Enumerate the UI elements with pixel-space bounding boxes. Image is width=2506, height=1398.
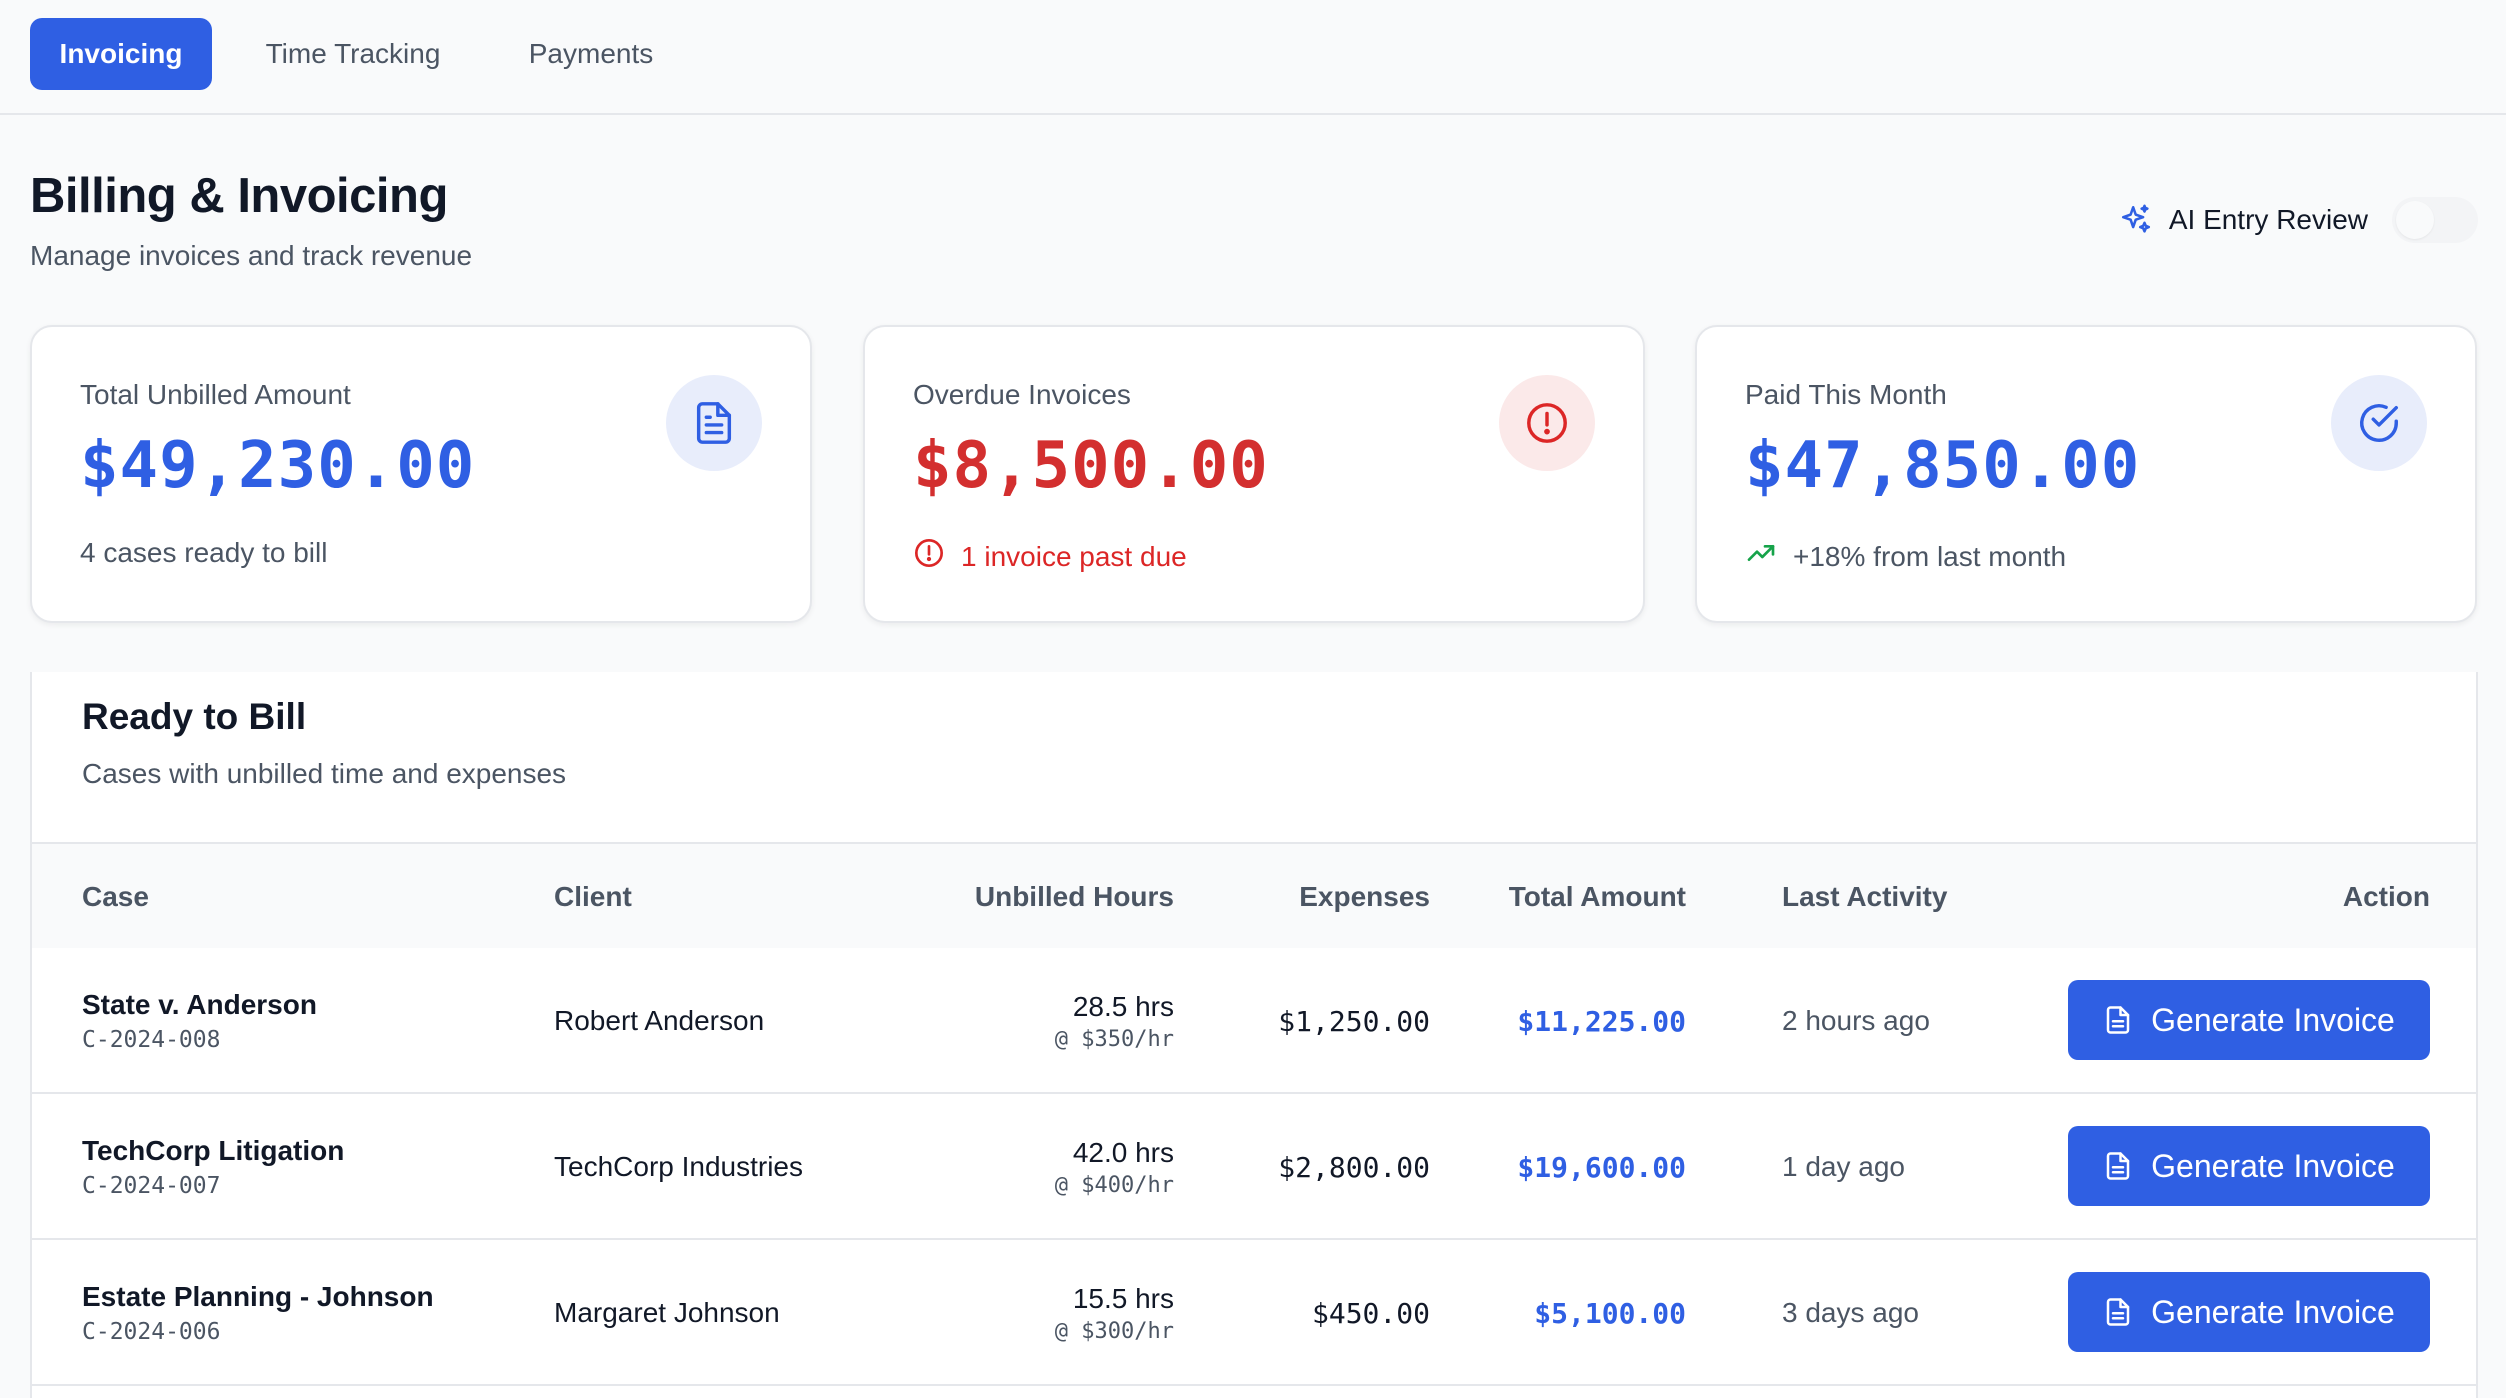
document-icon (666, 375, 762, 471)
total-cell: $5,100.00 (1534, 1240, 1686, 1386)
document-icon (2106, 1006, 2130, 1034)
total-cell: $19,600.00 (1517, 1094, 1686, 1240)
total-amount: $19,600.00 (1517, 1150, 1686, 1184)
activity-cell: 1 day ago (1782, 1094, 1905, 1240)
last-activity: 2 hours ago (1782, 1005, 1930, 1036)
sparkles-icon (2119, 203, 2153, 237)
stat-label: Paid This Month (1745, 379, 1947, 410)
expenses-cell: $450.00 (1312, 1240, 1430, 1386)
column-header-client: Client (554, 881, 632, 912)
column-header-last-activity: Last Activity (1782, 881, 1948, 912)
total-amount: $5,100.00 (1534, 1296, 1686, 1330)
document-icon (2106, 1298, 2130, 1326)
tab-payments[interactable]: Payments (528, 38, 654, 69)
unbilled-hours: 28.5 hrs (1072, 990, 1174, 1022)
ai-entry-review-label: AI Entry Review (2168, 204, 2368, 235)
stat-label: Total Unbilled Amount (80, 379, 351, 410)
stat-card-overdue: Overdue Invoices $8,500.00 1 invoice pas… (863, 325, 1645, 623)
expenses-value: $450.00 (1311, 1296, 1430, 1330)
client-name: Robert Anderson (554, 1005, 765, 1036)
last-activity: 1 day ago (1782, 1151, 1905, 1182)
generate-invoice-button[interactable]: Generate Invoice (2068, 980, 2430, 1060)
unbilled-hours: 15.5 hrs (1072, 1282, 1174, 1314)
activity-cell: 2 hours ago (1782, 948, 1930, 1094)
toggle-knob (2396, 201, 2434, 239)
column-header-expenses: Expenses (1299, 881, 1430, 912)
generate-invoice-button[interactable]: Generate Invoice (2068, 1272, 2430, 1352)
case-cell: State v. Anderson C-2024-008 (82, 948, 317, 1094)
ai-entry-review: AI Entry Review (2119, 196, 2478, 244)
case-cell: TechCorp Litigation C-2024-007 (82, 1094, 344, 1240)
document-icon (2106, 1152, 2130, 1180)
stat-footer: 4 cases ready to bill (80, 537, 327, 569)
section-title: Ready to Bill (82, 696, 307, 737)
generate-invoice-label: Generate Invoice (2151, 1293, 2395, 1330)
alert-circle-icon (1499, 375, 1595, 471)
expenses-cell: $1,250.00 (1278, 948, 1430, 1094)
column-header-case: Case (82, 881, 149, 912)
generate-invoice-label: Generate Invoice (2151, 1001, 2395, 1038)
client-name: Margaret Johnson (554, 1297, 780, 1328)
hourly-rate: @ $350/hr (1054, 1026, 1174, 1052)
hours-cell: 28.5 hrs @ $350/hr (1055, 948, 1174, 1094)
client-cell: TechCorp Industries (554, 1094, 803, 1240)
generate-invoice-label: Generate Invoice (2151, 1147, 2395, 1184)
alert-circle-small-icon (913, 537, 945, 576)
ready-to-bill-panel: Ready to Bill Cases with unbilled time a… (30, 672, 2478, 1398)
check-circle-icon (2331, 375, 2427, 471)
trending-up-icon (1745, 537, 1777, 576)
case-id: C-2024-008 (82, 1027, 221, 1053)
hourly-rate: @ $400/hr (1054, 1172, 1174, 1198)
top-tab-bar: Invoicing Time Tracking Payments (0, 0, 2506, 115)
section-subtitle: Cases with unbilled time and expenses (82, 758, 567, 789)
activity-cell: 3 days ago (1782, 1240, 1919, 1386)
stat-footer-text: 1 invoice past due (961, 540, 1187, 572)
case-cell: Estate Planning - Johnson C-2024-006 (82, 1240, 434, 1386)
hours-cell: 15.5 hrs @ $300/hr (1055, 1240, 1174, 1386)
client-cell: Robert Anderson (554, 948, 764, 1094)
stat-card-paid: Paid This Month $47,850.00 +18% from las… (1695, 325, 2477, 623)
stat-footer-text: 4 cases ready to bill (80, 537, 328, 568)
tab-time-tracking[interactable]: Time Tracking (265, 38, 441, 69)
table-row: State v. Anderson C-2024-008 Robert Ande… (32, 948, 2476, 1094)
unbilled-hours: 42.0 hrs (1072, 1136, 1174, 1168)
stat-footer: +18% from last month (1745, 537, 2066, 576)
table-row: TechCorp Litigation C-2024-007 TechCorp … (32, 1094, 2476, 1240)
case-id: C-2024-006 (82, 1319, 221, 1345)
page-title: Billing & Invoicing (30, 169, 448, 223)
client-cell: Margaret Johnson (554, 1240, 780, 1386)
generate-invoice-button[interactable]: Generate Invoice (2068, 1126, 2430, 1206)
case-name[interactable]: TechCorp Litigation (82, 1135, 345, 1166)
column-header-total-amount: Total Amount (1508, 881, 1686, 912)
client-name: TechCorp Industries (554, 1151, 804, 1182)
case-name[interactable]: Estate Planning - Johnson (82, 1281, 434, 1312)
stat-footer-text: +18% from last month (1793, 540, 2067, 572)
table-header: Case Client Unbilled Hours Expenses Tota… (32, 842, 2476, 948)
stat-footer: 1 invoice past due (913, 537, 1187, 576)
stat-value: $49,230.00 (80, 429, 476, 503)
total-amount: $11,225.00 (1517, 1004, 1686, 1038)
last-activity: 3 days ago (1782, 1297, 1919, 1328)
expenses-cell: $2,800.00 (1278, 1094, 1430, 1240)
stat-value: $47,850.00 (1745, 429, 2141, 503)
column-header-unbilled-hours: Unbilled Hours (974, 881, 1174, 912)
total-cell: $11,225.00 (1517, 948, 1686, 1094)
case-name[interactable]: State v. Anderson (82, 989, 317, 1020)
stat-label: Overdue Invoices (913, 379, 1131, 410)
table-row: Estate Planning - Johnson C-2024-006 Mar… (32, 1240, 2476, 1386)
ai-entry-review-toggle[interactable] (2392, 197, 2478, 243)
stat-value: $8,500.00 (913, 429, 1269, 503)
case-id: C-2024-007 (82, 1173, 221, 1199)
stat-card-unbilled: Total Unbilled Amount $49,230.00 4 cases… (30, 325, 812, 623)
hours-cell: 42.0 hrs @ $400/hr (1055, 1094, 1174, 1240)
expenses-value: $2,800.00 (1278, 1150, 1430, 1184)
page-subtitle: Manage invoices and track revenue (30, 240, 473, 271)
hourly-rate: @ $300/hr (1054, 1318, 1174, 1344)
tab-invoicing[interactable]: Invoicing (30, 18, 212, 90)
column-header-action: Action (2342, 881, 2430, 912)
expenses-value: $1,250.00 (1278, 1004, 1430, 1038)
